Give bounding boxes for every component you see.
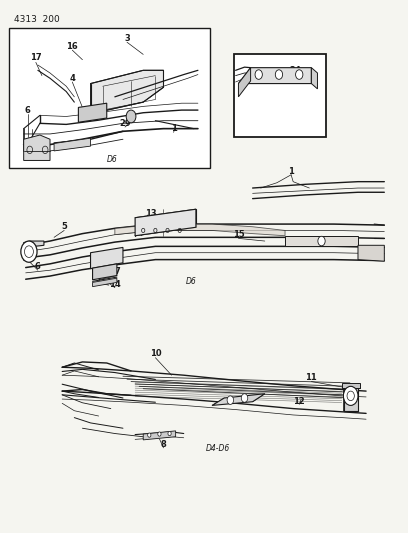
Polygon shape [311,68,317,89]
Circle shape [344,386,358,406]
Polygon shape [212,394,265,406]
Polygon shape [344,389,358,411]
Circle shape [158,432,161,436]
Circle shape [168,431,171,435]
Circle shape [255,70,262,79]
Polygon shape [91,247,123,269]
Text: 29: 29 [119,119,131,128]
Text: 3: 3 [124,34,130,43]
Polygon shape [135,209,196,236]
Text: 2: 2 [138,228,144,237]
Text: 17: 17 [30,53,42,62]
Circle shape [21,241,37,262]
Polygon shape [54,138,91,151]
Polygon shape [78,103,107,122]
Bar [9,28,210,168]
Bar [234,54,326,136]
Circle shape [295,70,303,79]
Polygon shape [24,241,44,261]
Text: D6: D6 [107,155,118,164]
Polygon shape [238,68,311,84]
Text: 11: 11 [306,373,317,382]
Text: 24: 24 [289,66,301,75]
Text: 8: 8 [161,440,166,449]
Text: 6: 6 [35,262,41,271]
Polygon shape [24,135,50,160]
Text: 13: 13 [146,209,157,218]
Text: D6: D6 [186,277,197,286]
Text: 7: 7 [114,268,120,276]
Circle shape [275,70,283,79]
Text: 1: 1 [171,124,177,133]
Polygon shape [238,68,251,97]
Text: 6: 6 [25,106,31,115]
Text: 5: 5 [61,222,67,231]
Circle shape [318,236,325,246]
Circle shape [148,433,151,437]
Polygon shape [93,278,117,287]
Text: 9: 9 [228,395,233,405]
Text: 4313  200: 4313 200 [13,14,59,23]
Polygon shape [143,431,175,440]
Text: 10: 10 [150,350,161,359]
Text: 12: 12 [293,397,305,406]
Text: D4-D6: D4-D6 [206,444,230,453]
Text: 4: 4 [69,74,75,83]
Text: 16: 16 [67,42,78,51]
Text: 14: 14 [109,280,121,289]
Text: 1: 1 [288,166,294,175]
Polygon shape [91,70,164,114]
Circle shape [227,396,234,405]
Text: 15: 15 [233,230,244,239]
Circle shape [241,394,248,402]
Polygon shape [93,264,117,280]
Polygon shape [358,245,384,261]
Polygon shape [342,383,360,389]
Polygon shape [285,236,358,246]
Polygon shape [115,224,285,236]
Circle shape [126,110,136,123]
